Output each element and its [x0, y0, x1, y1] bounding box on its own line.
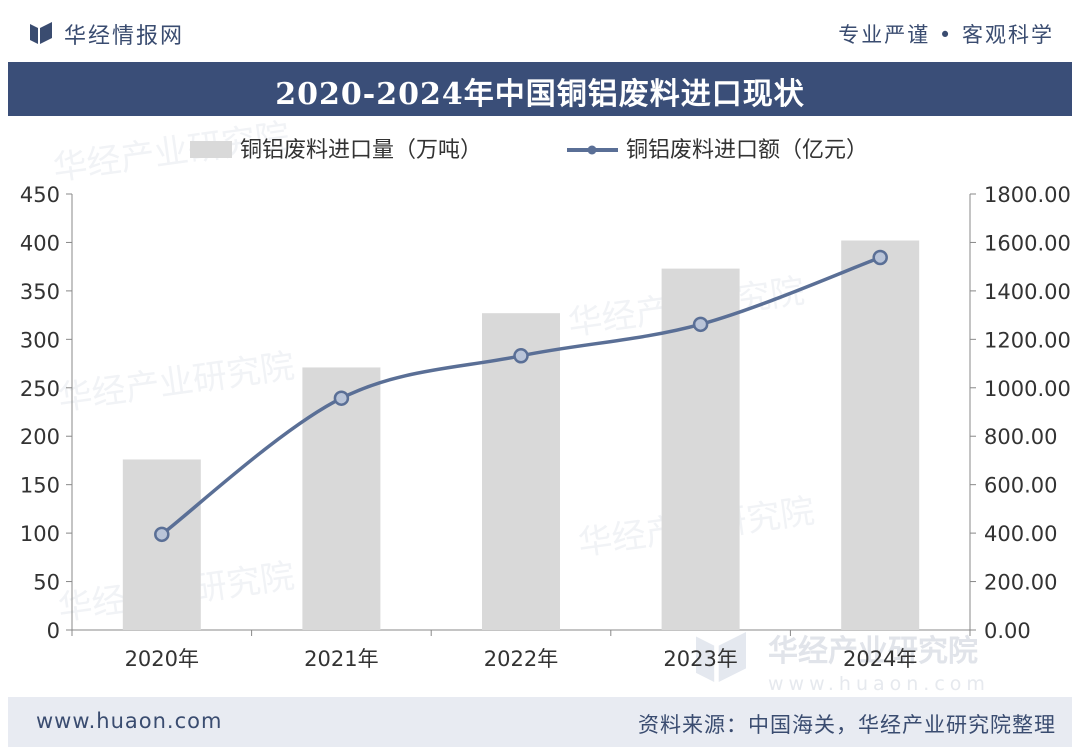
y-tick-label-right: 1600.00 — [984, 231, 1071, 255]
huajing-logo-icon — [30, 22, 52, 44]
y-tick-label-right: 800.00 — [984, 425, 1057, 449]
legend: 铜铝废料进口量（万吨） 铜铝废料进口额（亿元） — [190, 138, 868, 163]
y-tick-label-left: 200 — [20, 425, 60, 449]
watermark-name: 华经产业研究院 — [768, 634, 978, 669]
legend-bar-swatch — [190, 141, 232, 158]
y-tick-label-left: 450 — [20, 183, 60, 207]
bar — [122, 459, 201, 630]
y-tick-label-right: 1800.00 — [984, 183, 1071, 207]
y-tick-label-right: 1200.00 — [984, 328, 1071, 352]
y-tick-label-left: 0 — [47, 619, 60, 643]
watermark-url: www.huaon.com — [768, 673, 990, 695]
plot-area: 0 50 100 150 200 250 300 350 400 450 0.00 200.00 400… — [20, 183, 1071, 671]
y-tick-label-right: 400.00 — [984, 522, 1057, 546]
footer-url[interactable]: www.huaon.com — [36, 709, 223, 733]
y-tick-label-right: 1400.00 — [984, 280, 1071, 304]
combo-chart: 华经产业研究院 华经产业研究院 华经产业研究院 华经产业研究院 华经产业研究院 … — [20, 116, 1071, 695]
y-tick-label-left: 300 — [20, 328, 60, 352]
footer-source: 资料来源：中国海关，华经产业研究院整理 — [638, 713, 1056, 737]
watermark-text: 华经产业研究院 — [56, 346, 297, 419]
x-tick-label: 2024年 — [843, 647, 917, 671]
line-point — [692, 316, 709, 333]
chart-title: 2020-2024年中国铜铝废料进口现状 — [275, 77, 805, 112]
y-tick-label-right: 1000.00 — [984, 377, 1071, 401]
legend-line-marker — [587, 145, 597, 155]
slogan: 专业严谨 • 客观科学 — [838, 23, 1054, 47]
line-point — [872, 249, 888, 266]
line-point — [154, 526, 170, 543]
x-tick-label: 2022年 — [484, 647, 558, 671]
legend-line-label: 铜铝废料进口额（亿元） — [626, 138, 868, 163]
y-tick-label-right: 600.00 — [984, 474, 1057, 498]
footer: www.huaon.com 资料来源：中国海关，华经产业研究院整理 — [8, 697, 1072, 747]
line-point — [513, 348, 529, 364]
x-tick-label: 2021年 — [304, 647, 378, 671]
legend-bar-label: 铜铝废料进口量（万吨） — [240, 138, 482, 163]
brand-name: 华经情报网 — [64, 24, 185, 49]
bar — [482, 313, 560, 630]
y-tick-label-right: 0.00 — [984, 619, 1031, 643]
top-bar: 华经情报网 专业严谨 • 客观科学 — [0, 0, 1080, 62]
x-tick-label: 2020年 — [125, 647, 199, 671]
y-tick-label-left: 400 — [20, 231, 60, 255]
watermark-logo-icon — [696, 632, 746, 682]
y-tick-label-left: 150 — [20, 474, 60, 498]
y-tick-label-right: 200.00 — [984, 571, 1057, 595]
title-band: 2020-2024年中国铜铝废料进口现状 — [8, 62, 1072, 116]
line-point — [333, 390, 350, 406]
bar — [841, 240, 920, 631]
y-tick-label-left: 350 — [20, 280, 60, 304]
y-tick-label-left: 100 — [20, 522, 60, 546]
bar — [302, 367, 381, 630]
y-tick-label-left: 50 — [33, 571, 60, 595]
watermark-logo: 华经产业研究院 www.huaon.com — [696, 632, 990, 695]
x-tick-label: 2023年 — [663, 647, 737, 671]
y-tick-label-left: 250 — [20, 377, 60, 401]
